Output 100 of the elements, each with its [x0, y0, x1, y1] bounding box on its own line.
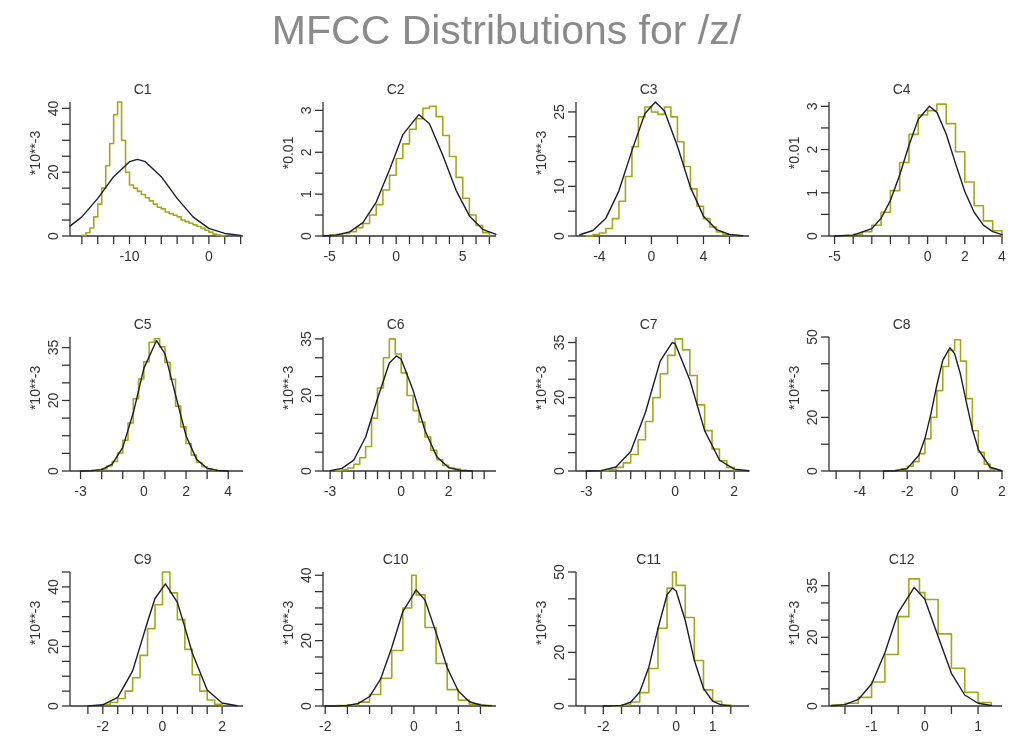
x-tick-label: 1: [454, 718, 463, 734]
y-tick-label: 35: [804, 577, 820, 594]
x-tick-label: 2: [730, 483, 739, 499]
y-axis-title: *10**-3: [27, 130, 43, 176]
x-tick-label: 0: [950, 483, 959, 499]
chart-title: C2: [386, 81, 405, 97]
x-tick-label: 2: [182, 483, 191, 499]
y-tick-label: 0: [298, 466, 314, 475]
x-tick-label: 0: [158, 718, 167, 734]
line-series: [329, 355, 473, 472]
chart-title: C10: [382, 551, 409, 567]
y-axis-title: *0.01: [280, 136, 296, 170]
y-tick-label: 20: [298, 632, 314, 649]
x-tick-label: 2: [444, 483, 453, 499]
x-tick-label: 0: [923, 248, 932, 264]
x-tick-label: -4: [853, 483, 867, 499]
chart-title: C8: [892, 316, 911, 332]
y-tick-label: 0: [45, 466, 61, 475]
x-tick-label: -3: [323, 483, 337, 499]
y-axis-title: *10**-3: [533, 130, 549, 176]
y-tick-label: 0: [804, 231, 820, 240]
x-tick-label: -3: [74, 483, 87, 499]
y-axis-title: *10**-3: [786, 600, 802, 646]
y-tick-label: 40: [45, 100, 61, 117]
x-tick-label: 0: [920, 718, 929, 734]
line-series: [87, 583, 238, 707]
y-tick-label: 0: [45, 231, 61, 240]
x-tick-label: 0: [397, 483, 406, 499]
x-tick-label: 0: [410, 718, 419, 734]
y-tick-label: 20: [804, 629, 820, 646]
line-series: [882, 347, 1003, 472]
y-tick-label: 0: [45, 701, 61, 710]
chart-title: C11: [636, 551, 662, 567]
y-axis-title: *10**-3: [533, 365, 549, 411]
y-tick-label: 35: [551, 334, 567, 351]
y-tick-label: 1: [298, 190, 314, 199]
y-tick-label: 25: [551, 103, 567, 120]
x-tick-label: -10: [119, 248, 140, 264]
y-tick-label: 2: [298, 148, 314, 157]
x-tick-label: 0: [204, 248, 213, 264]
y-tick-label: 20: [45, 392, 61, 409]
x-tick-label: -5: [828, 248, 842, 264]
y-tick-label: 0: [804, 701, 820, 710]
line-series: [602, 587, 732, 707]
x-tick-label: 2: [218, 718, 227, 734]
chart-title: C1: [133, 81, 152, 97]
x-tick-label: -5: [323, 248, 337, 264]
x-tick-label: -1: [865, 718, 879, 734]
y-tick-label: 20: [298, 387, 314, 404]
x-tick-label: 2: [960, 248, 969, 264]
y-axis-title: *10**-3: [280, 365, 296, 411]
y-axis-title: *10**-3: [786, 365, 802, 411]
y-tick-label: 35: [45, 339, 61, 356]
y-tick-label: 40: [298, 567, 314, 584]
y-tick-label: 3: [804, 102, 820, 111]
y-tick-label: 1: [804, 188, 820, 197]
y-tick-label: 0: [298, 231, 314, 240]
x-tick-label: -2: [597, 718, 610, 734]
x-tick-label: 1: [974, 718, 983, 734]
x-tick-label: 2: [998, 483, 1007, 499]
x-tick-label: 4: [998, 248, 1007, 264]
chart-title: C7: [639, 316, 658, 332]
y-tick-label: 0: [551, 231, 567, 240]
y-axis-title: *10**-3: [280, 600, 296, 646]
chart-title: C9: [133, 551, 152, 567]
y-tick-label: 50: [804, 329, 820, 345]
x-tick-label: -2: [96, 718, 110, 734]
y-tick-label: 0: [804, 466, 820, 475]
x-tick-label: -2: [318, 718, 332, 734]
line-series: [324, 589, 493, 707]
chart-title: C4: [892, 81, 911, 97]
line-series: [585, 341, 750, 472]
y-tick-label: 0: [298, 701, 314, 710]
x-tick-label: 5: [458, 248, 467, 264]
y-axis-title: *10**-3: [27, 365, 43, 411]
y-tick-label: 0: [551, 701, 567, 710]
x-tick-label: 0: [671, 483, 680, 499]
x-tick-label: 1: [708, 718, 717, 734]
y-tick-label: 40: [45, 578, 61, 595]
y-tick-label: 20: [804, 409, 820, 426]
x-tick-label: -2: [900, 483, 914, 499]
y-axis-title: *0.01: [786, 136, 802, 170]
y-axis-title: *10**-3: [27, 600, 43, 646]
y-tick-label: 10: [551, 178, 567, 195]
x-tick-label: -4: [593, 248, 606, 264]
x-tick-label: -3: [580, 483, 593, 499]
y-tick-label: 2: [804, 145, 820, 154]
x-tick-label: 0: [647, 248, 656, 264]
chart-title: C3: [639, 81, 658, 97]
y-tick-label: 20: [551, 644, 567, 661]
chart-title: C12: [888, 551, 915, 567]
y-axis-title: *10**-3: [533, 600, 549, 646]
x-tick-label: 0: [672, 718, 681, 734]
x-tick-label: 4: [699, 248, 708, 264]
y-tick-label: 35: [298, 330, 314, 347]
x-tick-label: 0: [392, 248, 401, 264]
x-tick-label: 4: [224, 483, 233, 499]
chart-title: C5: [133, 316, 152, 332]
line-series: [79, 339, 229, 472]
x-tick-label: 0: [139, 483, 148, 499]
